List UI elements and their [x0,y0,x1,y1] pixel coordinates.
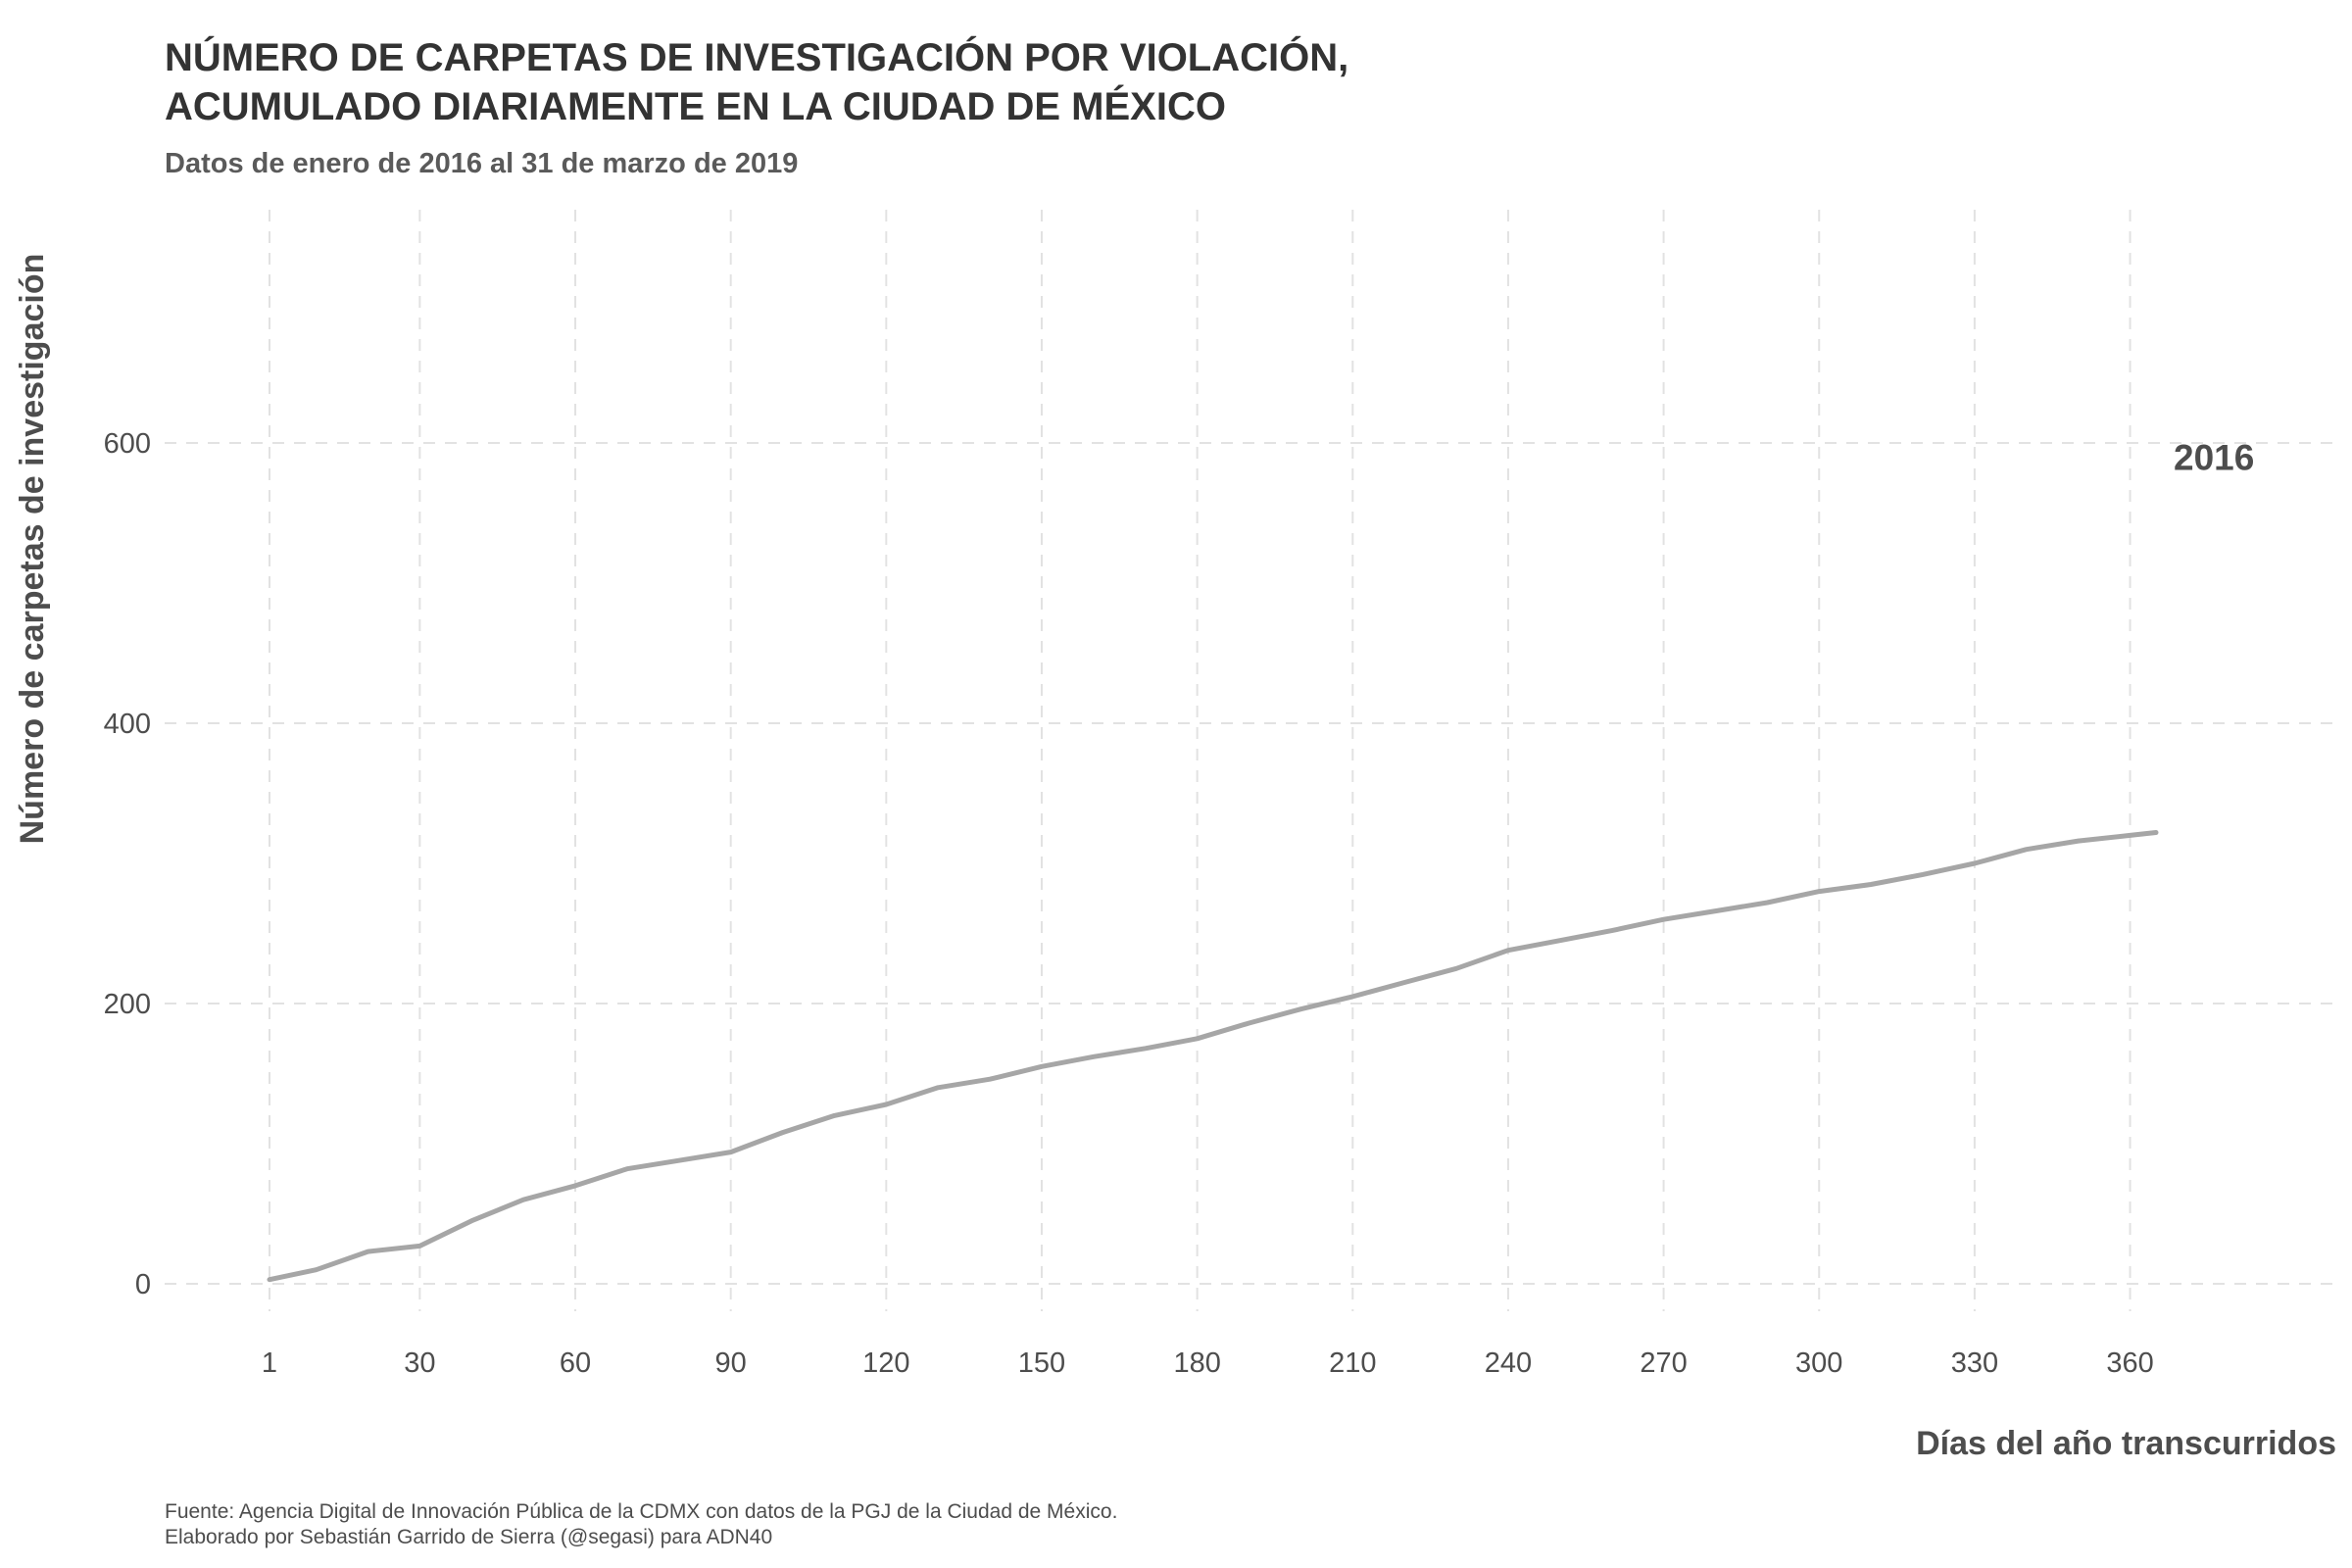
x-tick-label-90: 90 [715,1348,747,1379]
caption-line-2: Elaborado por Sebastián Garrido de Sierr… [165,1526,773,1548]
x-tick-label-210: 210 [1329,1348,1376,1379]
series-lines [267,830,2159,1283]
x-tick-label-270: 270 [1640,1348,1687,1379]
source-caption: Fuente: Agencia Digital de Innovación Pú… [165,1499,1117,1550]
x-tick-label-360: 360 [2106,1348,2153,1379]
y-tick-label-200: 200 [104,989,151,1020]
chart-title-line-1: NÚMERO DE CARPETAS DE INVESTIGACIÓN POR … [165,36,1349,79]
x-tick-label-150: 150 [1018,1348,1065,1379]
chart-title-line-2: ACUMULADO DIARIAMENTE EN LA CIUDAD DE MÉ… [165,85,1226,128]
x-tick-label-180: 180 [1173,1348,1220,1379]
chart-subtitle: Datos de enero de 2016 al 31 de marzo de… [165,148,799,179]
x-tick-label-60: 60 [560,1348,591,1379]
series-line-2016 [267,830,2159,1283]
y-axis-label: Número de carpetas de investigación [14,254,51,845]
grid-lines [165,210,2336,1311]
x-tick-label-30: 30 [404,1348,435,1379]
y-tick-label-0: 0 [135,1269,151,1300]
x-axis-tick-labels: 1 30 60 90 120 150 180 210 240 270 300 330 360 [262,1348,2154,1379]
caption-line-1: Fuente: Agencia Digital de Innovación Pú… [165,1500,1118,1523]
x-tick-label-120: 120 [862,1348,909,1379]
series-label-2016: 2016 [2174,437,2254,477]
y-axis-tick-labels: 0 200 400 600 [104,428,151,1300]
y-tick-label-600: 600 [104,428,151,460]
x-tick-label-240: 240 [1485,1348,1532,1379]
x-tick-label-300: 300 [1795,1348,1842,1379]
x-axis-label: Días del año transcurridos [1916,1425,2336,1462]
chart-title: NÚMERO DE CARPETAS DE INVESTIGACIÓN POR … [165,33,1348,131]
y-tick-label-400: 400 [104,709,151,740]
x-tick-label-330: 330 [1951,1348,1998,1379]
x-tick-label-1: 1 [262,1348,277,1379]
series-end-labels: 2016 [2174,437,2254,477]
